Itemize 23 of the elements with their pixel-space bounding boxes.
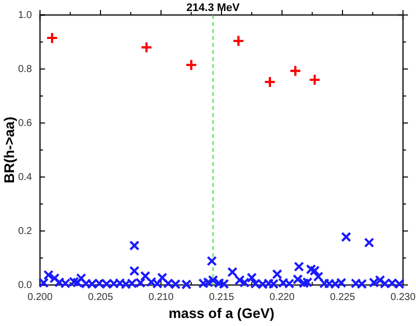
ref-line-label: 214.3 MeV (186, 2, 240, 14)
x-axis-title: mass of a (GeV) (168, 305, 274, 321)
point (185, 58, 198, 72)
y-tick-label: 1.0 (18, 10, 32, 22)
x-tick-label: 0.200 (27, 292, 53, 304)
x-tick-label: 0.220 (269, 292, 295, 304)
point (308, 74, 321, 86)
point (232, 34, 245, 48)
point (264, 76, 276, 88)
x-tick-label: 0.215 (208, 292, 234, 304)
y-tick-label: 0.2 (18, 226, 32, 238)
point (289, 64, 302, 77)
x-tick-label: 0.230 (390, 292, 416, 304)
y-tick-label: 0.4 (18, 172, 32, 184)
point (140, 41, 153, 54)
x-tick-label: 0.225 (330, 292, 356, 304)
y-tick-label: 0.8 (18, 64, 32, 76)
y-tick-label: 0.6 (18, 118, 32, 130)
y-tick-label: 0.0 (18, 280, 32, 292)
point (46, 32, 58, 44)
x-tick-label: 0.210 (148, 292, 174, 304)
y-axis-title: BR(h->aa) (1, 116, 17, 184)
x-tick-label: 0.205 (88, 292, 114, 304)
